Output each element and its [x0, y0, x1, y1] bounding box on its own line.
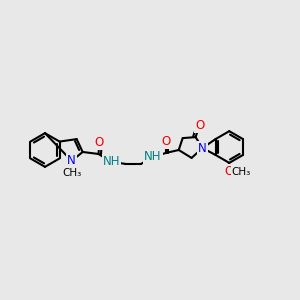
Text: CH₃: CH₃: [62, 168, 81, 178]
Text: O: O: [225, 165, 234, 178]
Text: NH: NH: [103, 155, 120, 168]
Text: NH: NH: [144, 150, 162, 164]
Text: O: O: [195, 119, 204, 132]
Text: N: N: [68, 154, 76, 167]
Text: O: O: [95, 136, 104, 148]
Text: CH₃: CH₃: [232, 167, 251, 177]
Text: O: O: [161, 135, 170, 148]
Text: N: N: [198, 142, 207, 154]
